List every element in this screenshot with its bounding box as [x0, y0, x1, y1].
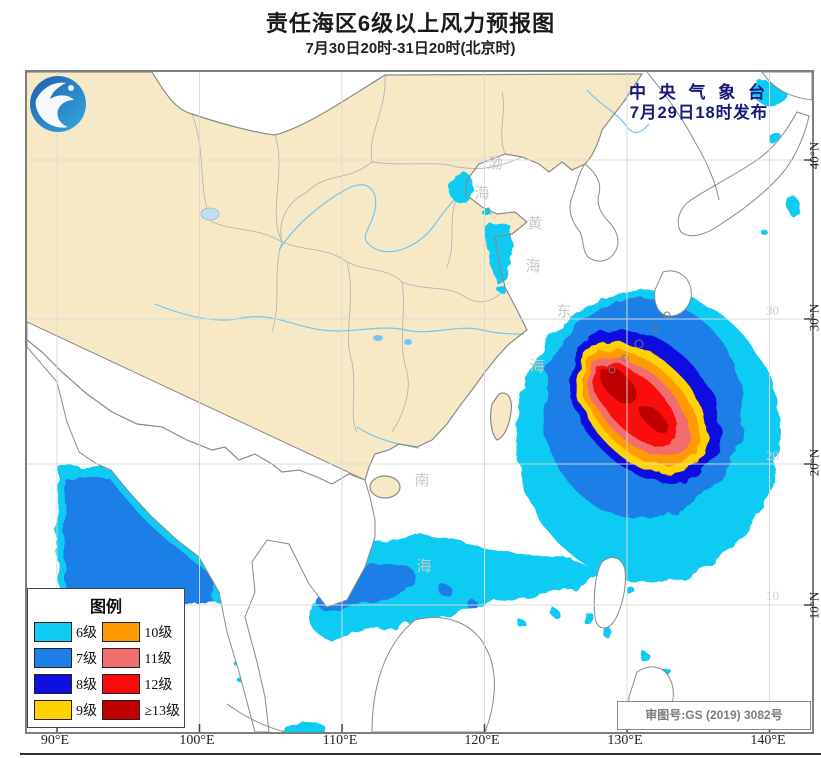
wind7-bengal — [65, 478, 216, 604]
legend-item-6: 6级 — [34, 619, 102, 645]
svg-text:10: 10 — [766, 588, 779, 603]
lon-label-90e: 90°E — [40, 733, 70, 748]
hainan-island — [370, 476, 400, 498]
legend-swatch-13 — [102, 700, 141, 720]
coastlines — [27, 72, 644, 499]
sea-label-huanghai: 黄 — [527, 215, 542, 232]
logo-swirl — [35, 82, 74, 128]
lon-label-140e: 140°E — [750, 733, 786, 748]
taiwan-island — [490, 392, 512, 440]
svg-text:海: 海 — [416, 558, 431, 575]
sea-label-bohai: 渤 — [487, 155, 502, 172]
lat-label-40n: 40°N — [806, 141, 821, 170]
honshu-island — [677, 111, 810, 237]
lat-label-10n: 10°N — [806, 591, 821, 620]
sea-label-nanhai: 南 — [414, 472, 429, 489]
kyushu-island — [654, 270, 692, 317]
inline-lat-labels: 30 20 10 — [766, 303, 779, 603]
issue-time: 7月29日18时发布 — [629, 104, 769, 123]
southeast-asia — [27, 321, 376, 732]
yangtze-river — [154, 303, 525, 335]
svg-text:20: 20 — [766, 448, 779, 463]
hokkaido-corner — [761, 72, 812, 101]
legend-grid: 6级 7级 8级 9级 10级 11级 12级 ≥13级 — [28, 619, 184, 723]
svg-text:海: 海 — [525, 258, 540, 275]
legend-swatch-9 — [34, 700, 72, 720]
legend-item-8: 8级 — [34, 671, 102, 697]
lat-label-30n: 30°N — [806, 303, 821, 332]
legend-swatch-10 — [102, 622, 141, 642]
legend-swatch-7 — [34, 648, 72, 668]
cma-logo — [30, 76, 86, 132]
legend-swatch-6 — [34, 622, 72, 642]
forecast-map: 渤 海 黄 海 东 海 南 海 30 20 10 — [25, 70, 814, 734]
province-borders — [191, 74, 523, 433]
page-title: 责任海区6级以上风力预报图 — [265, 11, 556, 36]
svg-text:海: 海 — [474, 185, 489, 202]
legend-swatch-12 — [102, 674, 141, 694]
lon-label-120e: 120°E — [464, 733, 500, 748]
sumatra-coast — [226, 703, 288, 732]
legend-item-13: ≥13级 — [102, 697, 180, 723]
legend-swatch-8 — [34, 674, 72, 694]
wind6-scs-band — [317, 534, 599, 634]
map-approval-number: 审图号:GS (2019) 3082号 — [617, 701, 811, 730]
borneo-island — [371, 617, 495, 732]
sea-labels: 渤 海 黄 海 东 海 南 海 — [414, 155, 571, 575]
korea-peninsula — [569, 163, 619, 262]
sea-label-donghai: 东 — [556, 303, 571, 320]
issuer-agency: 中 央 气 象 台 — [629, 83, 769, 102]
svg-text:30: 30 — [766, 303, 779, 318]
svg-text:海: 海 — [529, 358, 544, 375]
legend-item-10: 10级 — [102, 619, 180, 645]
legend-title: 图例 — [89, 599, 122, 616]
legend-box: 图例 6级 7级 8级 9级 10级 11级 12级 — [27, 588, 185, 728]
luzon-island — [593, 557, 626, 629]
lakes — [200, 207, 412, 345]
issuer-block: 中 央 气 象 台 7月29日18时发布 — [596, 82, 802, 124]
legend-item-9: 9级 — [34, 697, 102, 723]
lon-label-130e: 130°E — [607, 733, 643, 748]
ryukyu-islands — [608, 311, 671, 374]
china-landmass — [27, 72, 642, 498]
lon-label-100e: 100°E — [179, 733, 215, 748]
legend-item-11: 11级 — [102, 645, 180, 671]
wind6-bohai — [449, 171, 473, 203]
legend-item-12: 12级 — [102, 671, 180, 697]
primorye-coast — [646, 72, 720, 201]
typhoon-wind-rings — [516, 290, 780, 582]
legend-swatch-11 — [102, 648, 141, 668]
forecast-period: 7月30日20时-31日20时(北京时) — [305, 40, 516, 57]
lon-label-110e: 110°E — [322, 733, 358, 748]
yellow-river — [278, 184, 460, 253]
qinghai-lake — [200, 207, 220, 221]
bottom-rule — [20, 753, 821, 755]
lat-label-20n: 20°N — [806, 448, 821, 477]
legend-item-7: 7级 — [34, 645, 102, 671]
